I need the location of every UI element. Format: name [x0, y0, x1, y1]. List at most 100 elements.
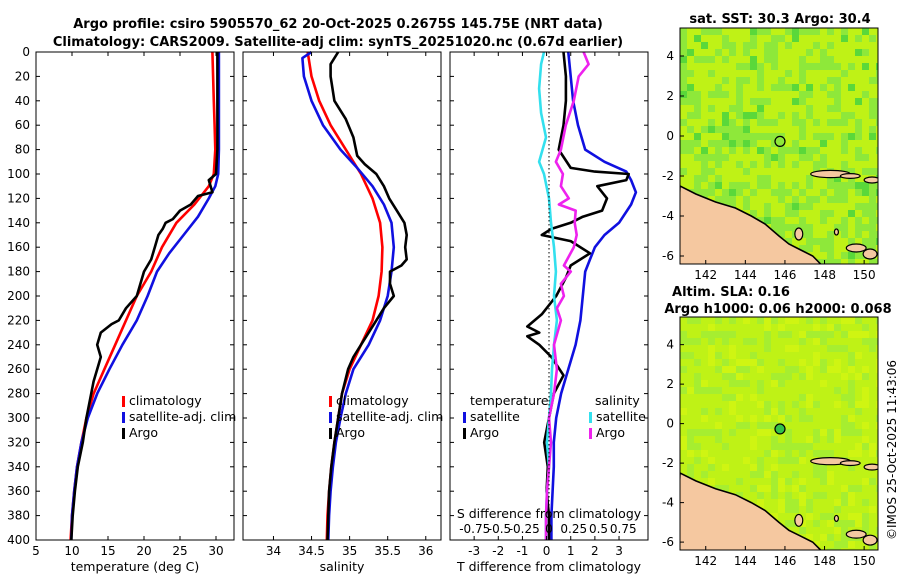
map-cell — [715, 49, 722, 56]
map-cell — [778, 231, 785, 238]
map-cell — [876, 203, 878, 210]
y-tick-label: 40 — [15, 94, 30, 108]
map-cell — [841, 161, 848, 168]
x-tick-label: -1 — [516, 544, 528, 558]
x-tick-label: 20 — [136, 544, 151, 558]
map-cell — [687, 338, 694, 345]
map-cell — [687, 84, 694, 91]
map-cell — [820, 478, 827, 485]
map-cell — [736, 112, 743, 119]
map-cell — [876, 317, 878, 324]
map-cell — [715, 147, 722, 154]
map-cell — [701, 471, 708, 478]
map-cell — [729, 345, 736, 352]
map-cell — [876, 450, 878, 457]
map-cell — [785, 210, 792, 217]
map-cell — [757, 359, 764, 366]
map-cell — [841, 499, 848, 506]
map-cell — [827, 56, 834, 63]
map-cell — [785, 70, 792, 77]
map-cell — [792, 161, 799, 168]
map-cell — [778, 478, 785, 485]
map-cell — [785, 520, 792, 527]
map-cell — [855, 189, 862, 196]
map-cell — [771, 492, 778, 499]
map-cell — [715, 91, 722, 98]
map-cell — [876, 259, 878, 264]
map-cell — [848, 513, 855, 520]
legend-label-satellite: satellite-adj. clim — [336, 409, 443, 424]
map-cell — [862, 499, 869, 506]
map-cell — [764, 133, 771, 140]
map-cell — [750, 133, 757, 140]
map-cell — [848, 352, 855, 359]
series-line-t-satellite — [550, 51, 638, 540]
map-cell — [806, 231, 813, 238]
map-cell — [722, 35, 729, 42]
map-cell — [778, 499, 785, 506]
x-tick-label: 34 — [266, 544, 281, 558]
map-cell — [729, 380, 736, 387]
map-cell — [729, 49, 736, 56]
map-cell — [855, 331, 862, 338]
map-cell — [680, 28, 687, 35]
map-cell — [750, 98, 757, 105]
map-cell — [785, 84, 792, 91]
map-cell — [764, 471, 771, 478]
map-cell — [876, 366, 878, 373]
island-outline — [794, 513, 804, 527]
map-cell — [869, 506, 876, 513]
map-cell — [687, 429, 694, 436]
map-cell — [708, 154, 715, 161]
map-cell — [876, 147, 878, 154]
map-cell — [841, 133, 848, 140]
map-cell — [764, 203, 771, 210]
map-cell — [827, 324, 834, 331]
y-tick-label: 380 — [7, 509, 30, 523]
map-cell — [848, 520, 855, 527]
sst-map-title: sat. SST: 30.3 Argo: 30.4 — [689, 12, 870, 27]
map-cell — [708, 28, 715, 35]
map-cell — [827, 91, 834, 98]
map-x-tick-label: 144 — [734, 554, 757, 568]
map-cell — [820, 338, 827, 345]
x-tick-label: 35 — [342, 544, 357, 558]
sla-map-colour-cells — [680, 317, 878, 550]
map-cell — [743, 126, 750, 133]
map-cell — [757, 499, 764, 506]
salinity-series-layer — [301, 50, 408, 541]
map-cell — [841, 224, 848, 231]
map-cell — [778, 217, 785, 224]
map-cell — [799, 133, 806, 140]
map-cell — [687, 450, 694, 457]
map-cell — [715, 126, 722, 133]
map-cell — [736, 105, 743, 112]
map-cell — [799, 203, 806, 210]
map-cell — [834, 520, 841, 527]
y-tick-label: 0 — [22, 45, 30, 59]
map-cell — [722, 189, 729, 196]
map-cell — [799, 415, 806, 422]
map-cell — [806, 105, 813, 112]
map-cell — [827, 42, 834, 49]
map-y-tick-label: -6 — [662, 535, 674, 549]
map-cell — [827, 252, 834, 259]
map-cell — [715, 28, 722, 35]
island-outline — [863, 176, 878, 184]
map-cell — [806, 415, 813, 422]
map-cell — [736, 359, 743, 366]
map-cell — [771, 217, 778, 224]
map-cell — [708, 126, 715, 133]
map-cell — [820, 259, 827, 264]
map-cell — [694, 98, 701, 105]
map-cell — [813, 147, 820, 154]
legend-swatch-argo — [122, 428, 125, 439]
map-cell — [855, 224, 862, 231]
series-line-s-satellite — [537, 51, 559, 540]
map-cell — [862, 527, 869, 534]
legend-swatch-t-argo — [463, 428, 466, 439]
map-cell — [862, 28, 869, 35]
map-cell — [743, 338, 750, 345]
map-cell — [841, 394, 848, 401]
map-cell — [820, 84, 827, 91]
